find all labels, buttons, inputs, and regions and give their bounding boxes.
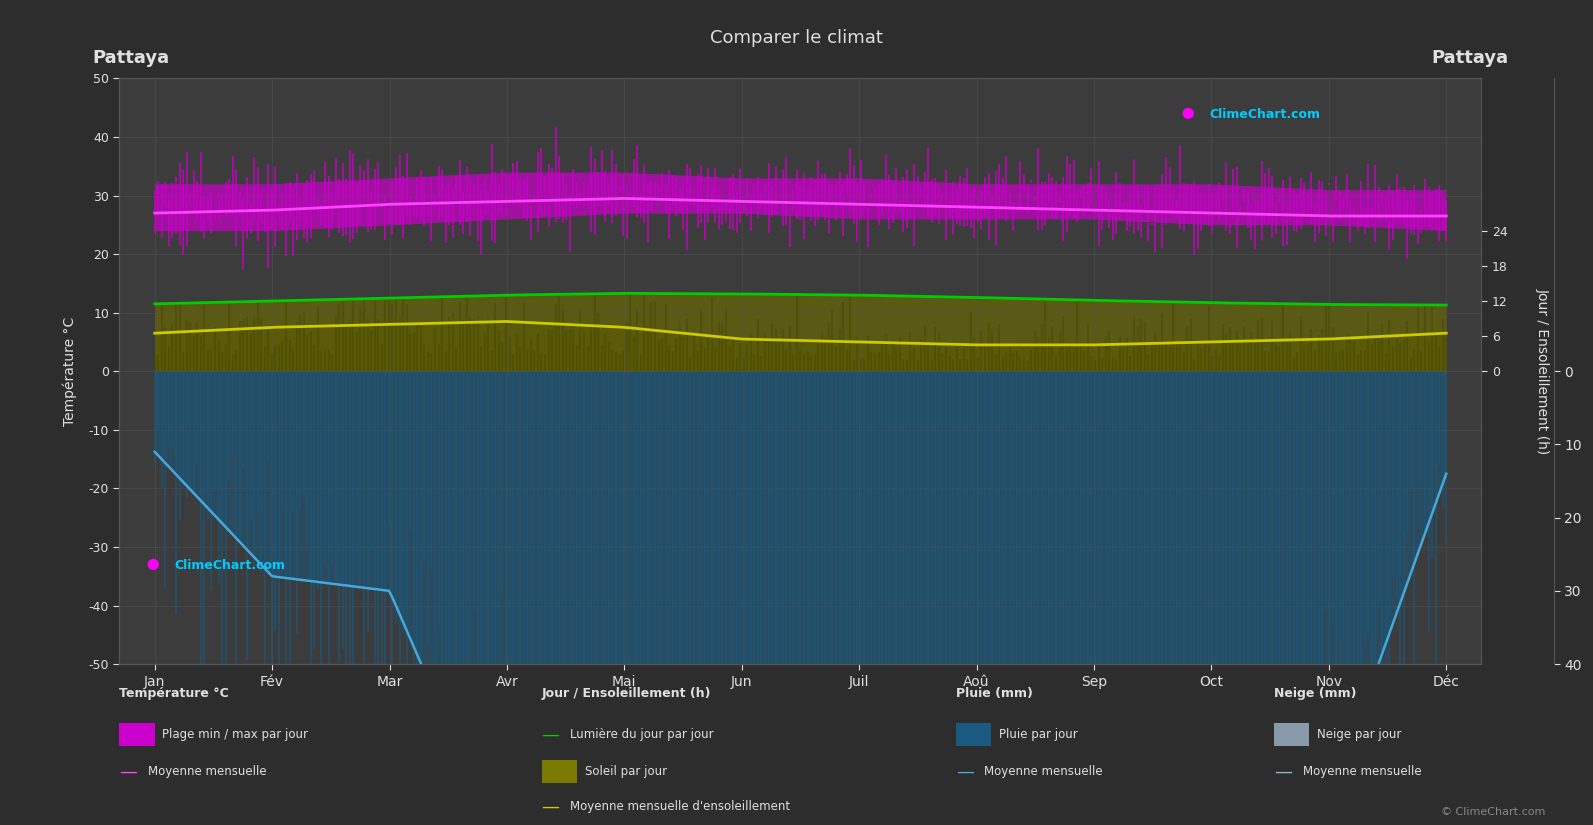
Text: Jour / Ensoleillement (h): Jour / Ensoleillement (h) [542, 687, 710, 700]
Text: Pluie par jour: Pluie par jour [999, 728, 1077, 741]
Y-axis label: Température °C: Température °C [64, 317, 78, 426]
Text: Moyenne mensuelle: Moyenne mensuelle [1303, 765, 1421, 778]
Text: Soleil par jour: Soleil par jour [585, 765, 667, 778]
Text: ⬤: ⬤ [1182, 108, 1198, 119]
Text: Pattaya: Pattaya [92, 50, 169, 67]
Text: Moyenne mensuelle d'ensoleillement: Moyenne mensuelle d'ensoleillement [570, 800, 790, 813]
Text: Lumière du jour par jour: Lumière du jour par jour [570, 728, 714, 741]
Text: ClimeChart.com: ClimeChart.com [174, 559, 285, 572]
Text: Moyenne mensuelle: Moyenne mensuelle [148, 765, 266, 778]
Text: Neige (mm): Neige (mm) [1274, 687, 1357, 700]
Text: —: — [119, 762, 137, 780]
Text: Moyenne mensuelle: Moyenne mensuelle [984, 765, 1102, 778]
Text: Température °C: Température °C [119, 687, 229, 700]
Text: Plage min / max par jour: Plage min / max par jour [162, 728, 309, 741]
Text: ClimeChart.com: ClimeChart.com [1209, 108, 1321, 120]
Text: Neige par jour: Neige par jour [1317, 728, 1402, 741]
Text: Pluie (mm): Pluie (mm) [956, 687, 1032, 700]
Text: —: — [956, 762, 973, 780]
Text: Comparer le climat: Comparer le climat [710, 29, 883, 47]
Text: © ClimeChart.com: © ClimeChart.com [1440, 807, 1545, 817]
Text: —: — [542, 725, 559, 743]
Text: —: — [1274, 762, 1292, 780]
Text: ⬤: ⬤ [147, 559, 162, 570]
Text: Pattaya: Pattaya [1432, 50, 1509, 67]
Text: —: — [542, 798, 559, 816]
Y-axis label: Jour / Ensoleillement (h): Jour / Ensoleillement (h) [1536, 288, 1550, 455]
